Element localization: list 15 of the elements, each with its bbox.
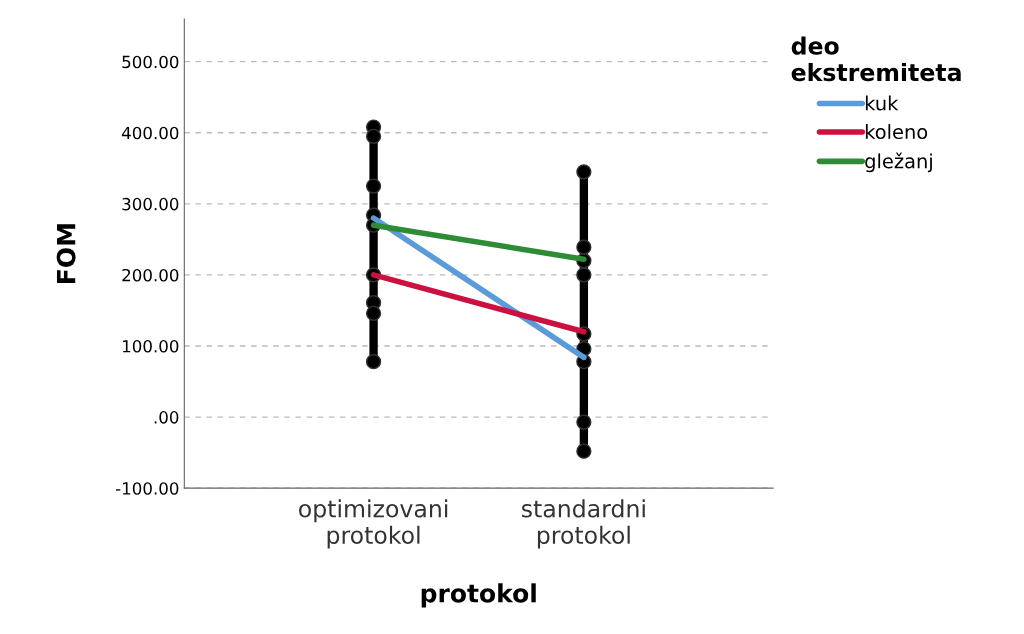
legend-label: gležanj	[865, 152, 932, 173]
legend-label: koleno	[865, 124, 928, 140]
x-axis-title: protokol	[421, 583, 536, 608]
x-tick-label: optimizovani protokol	[299, 499, 448, 549]
y-tick-label: .00	[154, 411, 179, 424]
y-tick-label: 200.00	[122, 268, 179, 282]
y-tick-label: 500.00	[122, 55, 179, 69]
y-tick-label: 100.00	[122, 339, 179, 353]
legend-title: deo ekstremiteta	[791, 36, 961, 82]
legend-label: kuk	[865, 95, 899, 111]
y-tick-label: 400.00	[121, 126, 179, 140]
y-tick-label: 300.00	[122, 197, 179, 211]
y-tick-label: -100.00	[115, 482, 179, 495]
x-tick-label: standardni protokol	[522, 499, 645, 549]
y-axis-title: FOM	[56, 224, 76, 283]
